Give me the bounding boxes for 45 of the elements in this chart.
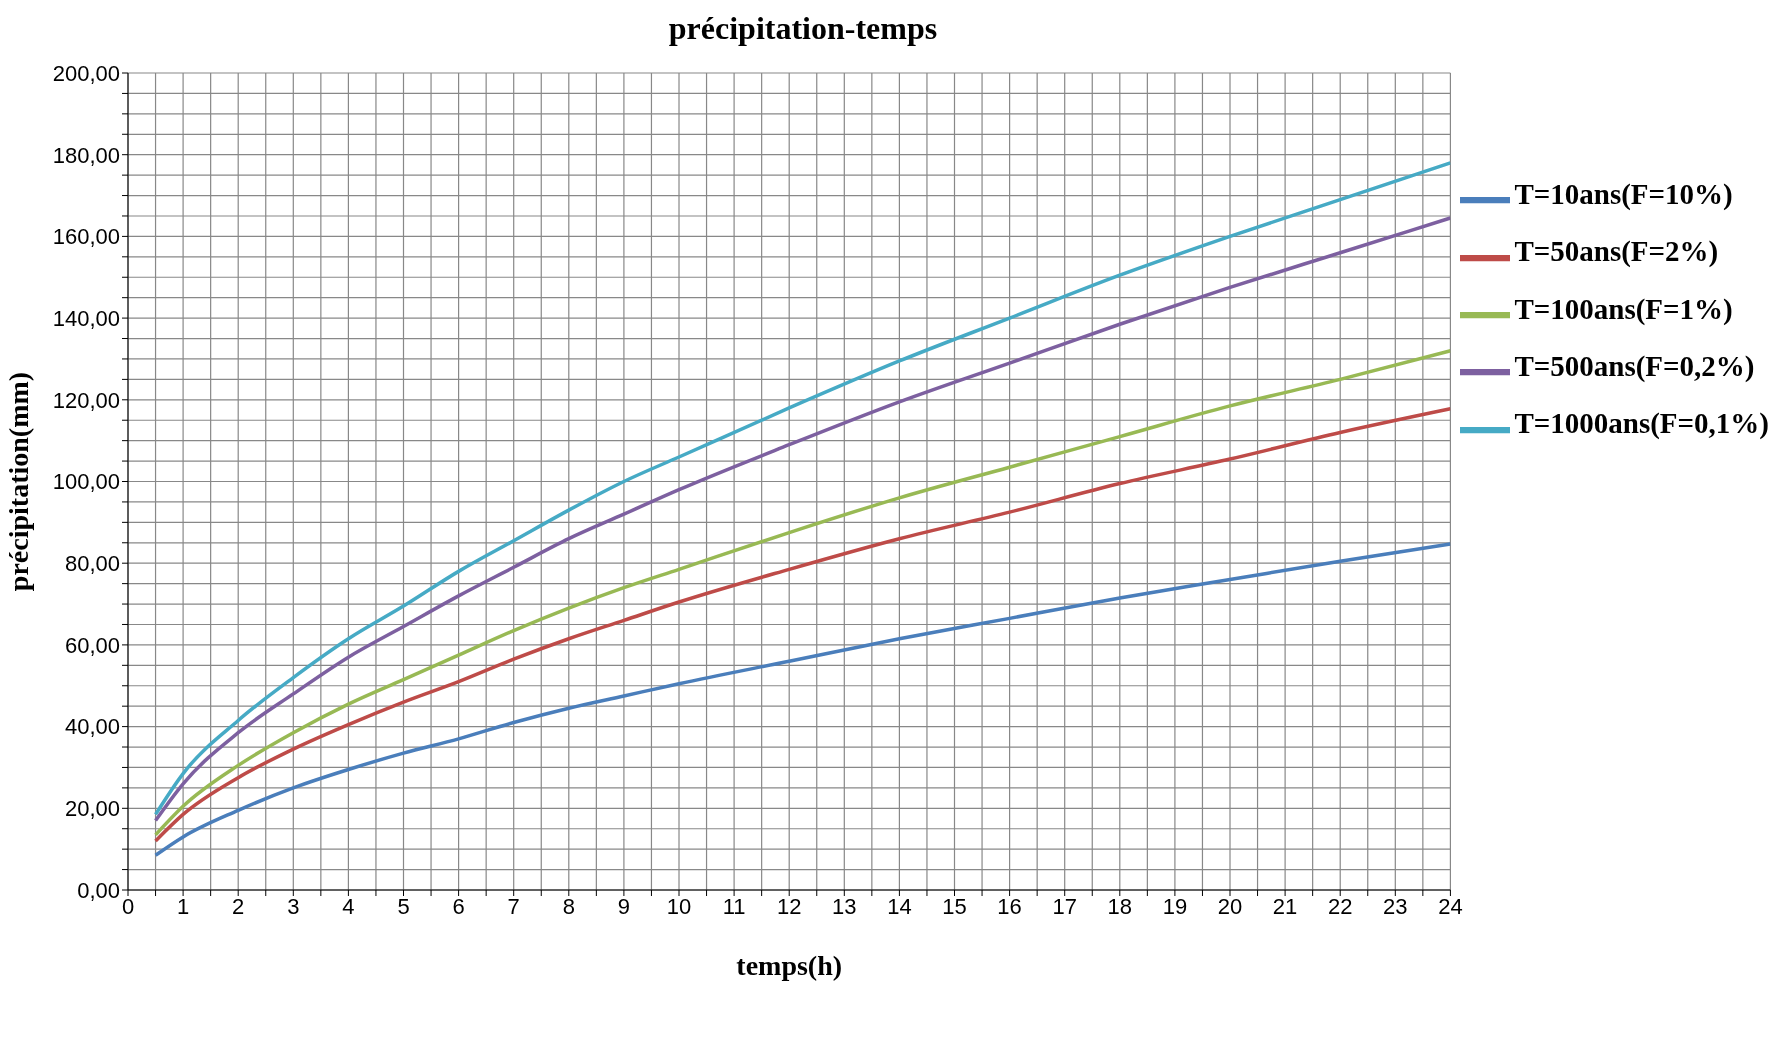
y-tick-label: 80,00 <box>64 551 120 577</box>
x-tick-label: 10 <box>666 893 692 919</box>
legend-label: T=10ans(F=10%) <box>1514 178 1733 210</box>
y-tick-label: 60,00 <box>64 632 120 658</box>
x-tick-label: 24 <box>1438 893 1463 919</box>
x-tick-label: 7 <box>507 893 520 919</box>
y-tick-label: 20,00 <box>64 796 120 822</box>
x-tick-label: 13 <box>832 893 857 919</box>
x-tick-label: 6 <box>452 893 465 919</box>
x-tick-label: 12 <box>776 893 802 919</box>
x-tick-label: 11 <box>722 893 746 919</box>
x-tick-label: 14 <box>887 893 912 919</box>
x-tick-label: 17 <box>1052 893 1077 919</box>
x-tick-label: 3 <box>287 893 300 919</box>
x-tick-label: 18 <box>1107 893 1133 919</box>
legend-label: T=500ans(F=0,2%) <box>1514 349 1755 382</box>
x-tick-label: 1 <box>176 893 190 919</box>
y-tick-label: 40,00 <box>64 714 120 740</box>
x-tick-label: 4 <box>342 893 355 919</box>
chart-title: précipitation-temps <box>667 10 939 47</box>
y-axis-title: précipitation(mm) <box>2 371 34 592</box>
x-axis-title: temps(h) <box>736 950 843 981</box>
legend-label: T=100ans(F=1%) <box>1514 292 1733 325</box>
legend-label: T=50ans(F=2%) <box>1514 235 1719 268</box>
line-series <box>153 542 1451 858</box>
y-tick-label: 0,00 <box>77 877 120 903</box>
x-tick-label: 22 <box>1327 893 1353 919</box>
x-tick-label: 8 <box>562 893 575 919</box>
y-tick-label: 120,00 <box>52 387 120 413</box>
y-tick-label: 160,00 <box>52 224 120 250</box>
x-tick-label: 16 <box>997 893 1022 919</box>
x-tick-label: 21 <box>1272 893 1298 919</box>
y-tick-label: 180,00 <box>52 142 120 168</box>
x-tick-label: 2 <box>232 893 245 919</box>
x-tick-label: 23 <box>1383 893 1408 919</box>
x-tick-label: 20 <box>1217 893 1243 919</box>
y-tick-label: 140,00 <box>52 305 120 331</box>
y-tick-label: 200,00 <box>52 60 120 86</box>
x-tick-label: 5 <box>397 893 410 919</box>
x-tick-label: 0 <box>121 893 135 919</box>
x-tick-label: 9 <box>617 893 631 919</box>
x-tick-label: 15 <box>942 893 967 919</box>
legend-label: T=1000ans(F=0,1%) <box>1514 407 1769 440</box>
y-tick-label: 100,00 <box>52 469 120 495</box>
x-tick-label: 19 <box>1162 893 1188 919</box>
